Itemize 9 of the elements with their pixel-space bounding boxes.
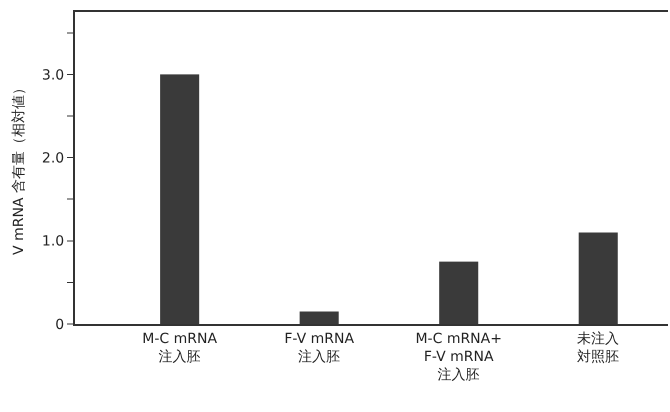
x-tick-label: M-C mRNA+ F-V mRNA 注入胚 xyxy=(415,330,502,384)
y-tick-label: 2.0 xyxy=(42,150,64,166)
y-tick-label: 1.0 xyxy=(42,234,64,250)
x-tick-label: F-V mRNA 注入胚 xyxy=(284,330,354,365)
y-tick-label: 0 xyxy=(55,316,64,333)
x-tick-label: M-C mRNA 注入胚 xyxy=(142,330,218,365)
y-axis-title: V mRNA 含有量（相対値） xyxy=(11,81,28,255)
y-tick-label: 3.0 xyxy=(42,67,64,84)
x-tick-label: 未注入対照胚 xyxy=(577,330,620,365)
